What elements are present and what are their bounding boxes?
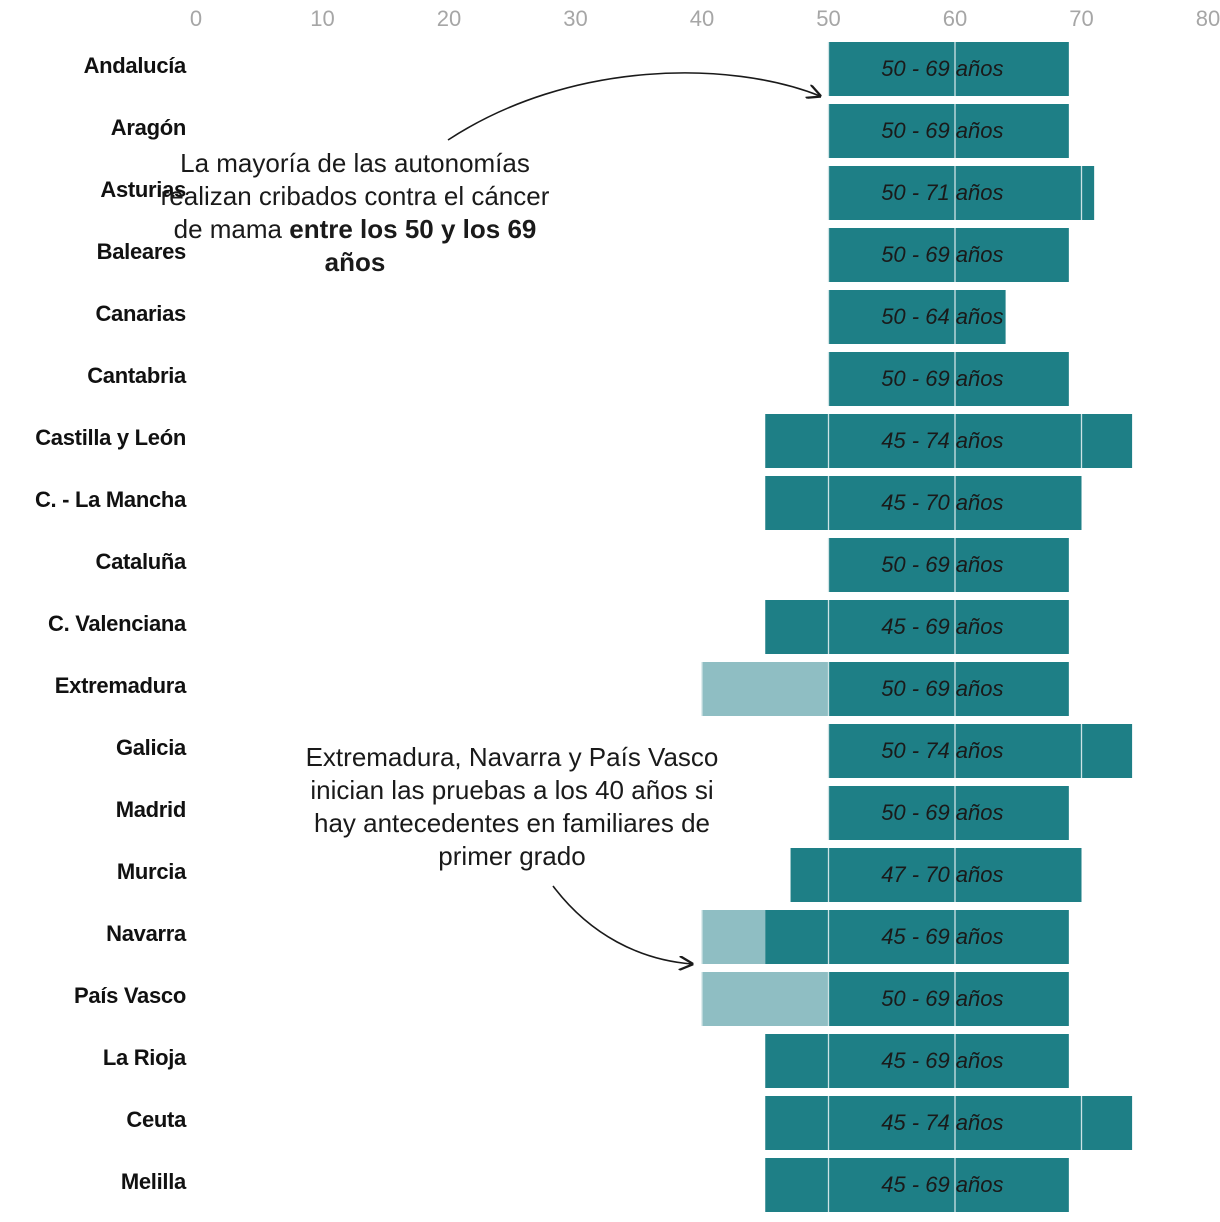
category-label: Madrid	[116, 797, 186, 822]
bar	[828, 42, 1069, 96]
bar-label: 50 - 69 años	[881, 800, 1003, 825]
bar-label: 50 - 69 años	[881, 118, 1003, 143]
x-tick-label: 60	[943, 6, 967, 31]
category-label: Galicia	[116, 735, 187, 760]
bar	[765, 1034, 1069, 1088]
annotation-bottom: Extremadura, Navarra y País Vasco inicia…	[296, 741, 728, 873]
chart-row: Andalucía 50 - 69 años	[84, 42, 1069, 96]
chart-row: C. - La Mancha 45 - 70 años	[35, 476, 1082, 530]
category-label: Ceuta	[126, 1107, 187, 1132]
bar	[765, 476, 1082, 530]
chart-row: Murcia 47 - 70 años	[117, 848, 1082, 902]
bar	[828, 166, 1095, 220]
bar	[828, 352, 1069, 406]
chart-row: C. Valenciana 45 - 69 años	[48, 600, 1069, 654]
category-label: Melilla	[121, 1169, 187, 1194]
bar-label: 50 - 69 años	[881, 56, 1003, 81]
chart-row: Ceuta 45 - 74 años	[126, 1096, 1133, 1150]
bar	[828, 290, 1006, 344]
bar-label: 45 - 74 años	[881, 1110, 1003, 1135]
chart-row: Madrid 50 - 69 años	[116, 786, 1069, 840]
annotation-top-text: La mayoría de las autonomías realizan cr…	[160, 148, 550, 244]
bar	[828, 972, 1069, 1026]
bar	[828, 228, 1069, 282]
bar-label: 45 - 69 años	[881, 1172, 1003, 1197]
category-label: Asturias	[100, 177, 186, 202]
bar-label: 50 - 69 años	[881, 552, 1003, 577]
annotation-arrow-bottom	[552, 885, 692, 964]
chart-row: Castilla y León 45 - 74 años	[35, 414, 1133, 468]
bar-label: 45 - 69 años	[881, 1048, 1003, 1073]
x-axis: 0 10 20 30 40 50 60 70 80	[190, 6, 1220, 31]
category-label: Castilla y León	[35, 425, 186, 450]
chart-row: Extremadura 50 - 69 años	[55, 662, 1069, 716]
category-label: Canarias	[95, 301, 186, 326]
category-label: C. - La Mancha	[35, 487, 187, 512]
bar-label: 45 - 69 años	[881, 924, 1003, 949]
bar-label: 45 - 69 años	[881, 614, 1003, 639]
category-label: Murcia	[117, 859, 187, 884]
category-label: Cataluña	[95, 549, 187, 574]
category-label: Extremadura	[55, 673, 187, 698]
category-label: Cantabria	[87, 363, 187, 388]
annotation-top-emphasis: entre los 50 y los 69 años	[289, 214, 537, 277]
bar	[828, 786, 1069, 840]
bar-label: 47 - 70 años	[881, 862, 1003, 887]
bar	[765, 600, 1069, 654]
chart-row: La Rioja 45 - 69 años	[103, 1034, 1069, 1088]
category-label: Navarra	[106, 921, 187, 946]
x-tick-label: 10	[310, 6, 334, 31]
x-tick-label: 70	[1069, 6, 1093, 31]
bar-extra-segment	[702, 972, 829, 1026]
bar-label: 50 - 69 años	[881, 676, 1003, 701]
category-label: C. Valenciana	[48, 611, 187, 636]
bar-label: 50 - 69 años	[881, 986, 1003, 1011]
bar	[765, 910, 1069, 964]
x-tick-label: 40	[690, 6, 714, 31]
chart-row: Cantabria 50 - 69 años	[87, 352, 1069, 406]
annotation-bottom-text: Extremadura, Navarra y País Vasco inicia…	[305, 742, 719, 871]
category-label: Andalucía	[84, 53, 187, 78]
chart-row: Canarias 50 - 64 años	[95, 290, 1006, 344]
chart-row: País Vasco 50 - 69 años	[74, 972, 1069, 1026]
category-label: Baleares	[97, 239, 186, 264]
category-label: Aragón	[111, 115, 186, 140]
annotation-arrow-top	[447, 72, 820, 141]
bar-extra-segment	[702, 910, 766, 964]
annotation-top: La mayoría de las autonomías realizan cr…	[150, 147, 560, 279]
chart-row: Navarra 45 - 69 años	[106, 910, 1069, 964]
bar	[790, 848, 1082, 902]
chart-row: Asturias 50 - 71 años	[100, 166, 1095, 220]
chart-row: Melilla 45 - 69 años	[121, 1158, 1069, 1212]
category-label: La Rioja	[103, 1045, 187, 1070]
bar-label: 50 - 69 años	[881, 242, 1003, 267]
bar	[828, 104, 1069, 158]
bar-label: 50 - 74 años	[881, 738, 1003, 763]
bar-label: 50 - 64 años	[881, 304, 1003, 329]
bar	[828, 662, 1069, 716]
x-tick-label: 50	[816, 6, 840, 31]
x-tick-label: 30	[563, 6, 587, 31]
bar-label: 50 - 71 años	[881, 180, 1003, 205]
bar-label: 45 - 74 años	[881, 428, 1003, 453]
bar-label: 45 - 70 años	[881, 490, 1003, 515]
x-tick-label: 80	[1196, 6, 1220, 31]
bar-extra-segment	[702, 662, 829, 716]
category-label: País Vasco	[74, 983, 186, 1008]
x-tick-label: 20	[437, 6, 461, 31]
chart-row: Galicia 50 - 74 años	[116, 724, 1133, 778]
x-tick-label: 0	[190, 6, 202, 31]
chart-row: Baleares 50 - 69 años	[97, 228, 1069, 282]
bar	[828, 538, 1069, 592]
bar-label: 50 - 69 años	[881, 366, 1003, 391]
chart-row: Cataluña 50 - 69 años	[95, 538, 1069, 592]
bar	[765, 414, 1133, 468]
chart-row: Aragón 50 - 69 años	[111, 104, 1069, 158]
bar	[765, 1158, 1069, 1212]
bar	[765, 1096, 1133, 1150]
